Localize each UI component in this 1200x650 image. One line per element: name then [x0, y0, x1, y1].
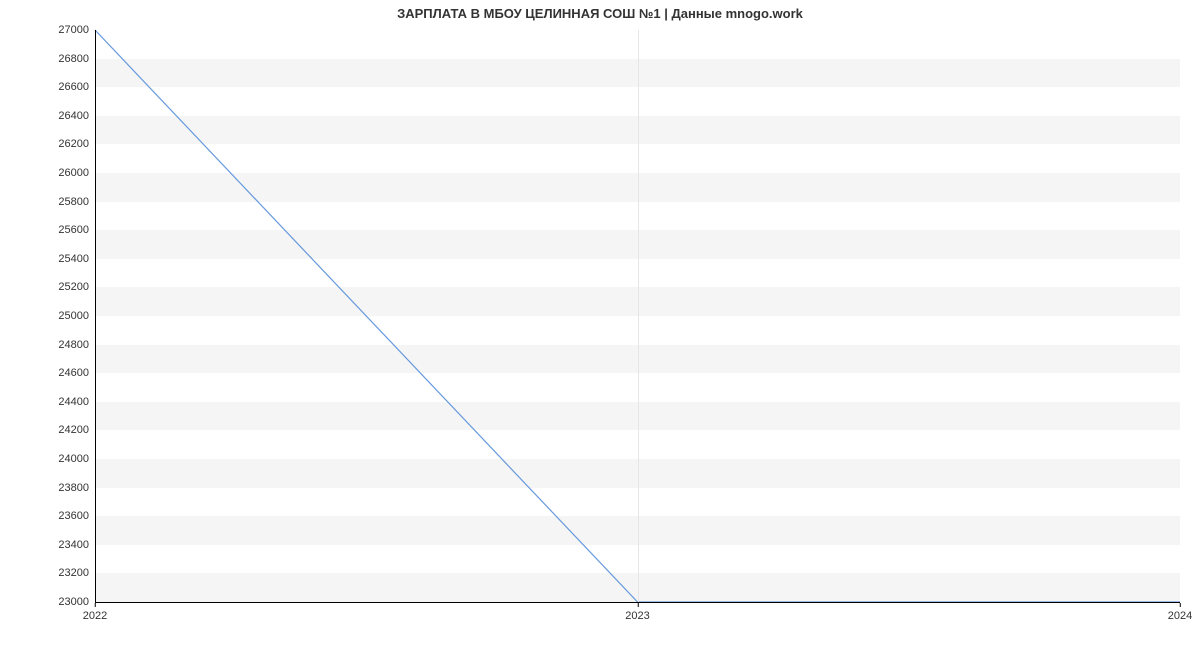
y-tick-label: 27000 [58, 24, 89, 36]
y-axis-line [95, 30, 96, 602]
y-tick-label: 23200 [58, 567, 89, 579]
y-tick-label: 26000 [58, 167, 89, 179]
y-tick-label: 26200 [58, 138, 89, 150]
y-tick-label: 26600 [58, 81, 89, 93]
y-tick-label: 23000 [58, 596, 89, 608]
y-tick-label: 23600 [58, 510, 89, 522]
chart-title: ЗАРПЛАТА В МБОУ ЦЕЛИННАЯ СОШ №1 | Данные… [0, 6, 1200, 21]
y-tick-label: 26400 [58, 110, 89, 122]
y-tick-label: 24400 [58, 396, 89, 408]
y-tick-label: 24000 [58, 453, 89, 465]
y-tick-label: 23800 [58, 482, 89, 494]
y-tick-label: 24600 [58, 367, 89, 379]
x-tick-label: 2024 [1168, 610, 1192, 622]
plot-area: 2300023200234002360023800240002420024400… [95, 30, 1180, 602]
salary-chart: ЗАРПЛАТА В МБОУ ЦЕЛИННАЯ СОШ №1 | Данные… [0, 0, 1200, 650]
y-tick-label: 25800 [58, 196, 89, 208]
y-tick-label: 26800 [58, 53, 89, 65]
y-tick-label: 25400 [58, 253, 89, 265]
y-tick-label: 25600 [58, 224, 89, 236]
x-tick-label: 2023 [625, 610, 649, 622]
x-tick-label: 2022 [83, 610, 107, 622]
y-tick-label: 24200 [58, 424, 89, 436]
y-tick-label: 25000 [58, 310, 89, 322]
grid-vline [638, 30, 639, 602]
y-tick-label: 25200 [58, 281, 89, 293]
x-axis-line [95, 602, 1180, 603]
y-tick-label: 24800 [58, 339, 89, 351]
y-tick-label: 23400 [58, 539, 89, 551]
